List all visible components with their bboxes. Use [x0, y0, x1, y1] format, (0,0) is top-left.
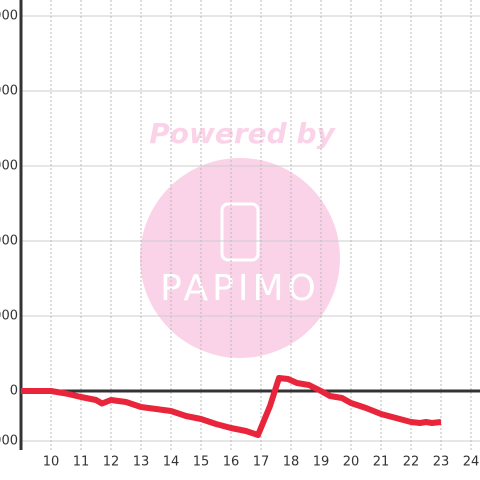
x-tick-label: 13 [133, 455, 150, 470]
x-tick-label: 24 [463, 455, 480, 470]
watermark-circle [140, 158, 340, 358]
data-line [21, 375, 442, 438]
y-tick-label: -20,000 [0, 434, 18, 449]
x-tick-label: 19 [313, 455, 330, 470]
x-tick-label: 16 [223, 455, 240, 470]
watermark-text: PAPIMO [160, 268, 320, 309]
x-tick-label: 20 [343, 455, 360, 470]
y-tick-label: 120,000 [0, 84, 18, 99]
watermark-icon [220, 202, 260, 262]
y-tick-label: 150,000 [0, 9, 18, 24]
x-tick-label: 22 [403, 455, 420, 470]
y-tick-label: 30,000 [0, 309, 18, 324]
y-tick-label: 0 [10, 384, 18, 399]
x-tick-label: 21 [373, 455, 390, 470]
x-tick-label: 17 [253, 455, 270, 470]
x-tick-label: 14 [163, 455, 180, 470]
x-tick-label: 12 [103, 455, 120, 470]
y-tick-label: 90,000 [0, 159, 18, 174]
x-tick-label: 23 [433, 455, 450, 470]
x-tick-label: 10 [43, 455, 60, 470]
x-tick-label: 11 [73, 455, 90, 470]
watermark-text: Powered by [149, 117, 336, 150]
x-tick-label: 18 [283, 455, 300, 470]
x-tick-label: 15 [193, 455, 210, 470]
y-tick-label: 60,000 [0, 234, 18, 249]
